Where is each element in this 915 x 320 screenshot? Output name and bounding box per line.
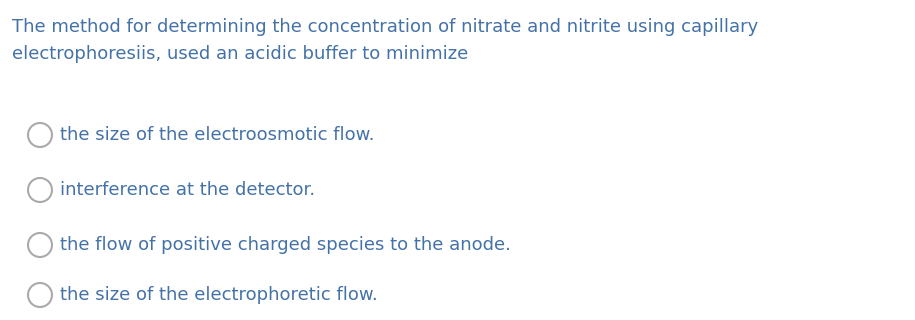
Text: the flow of positive charged species to the anode.: the flow of positive charged species to …	[60, 236, 511, 254]
Text: interference at the detector.: interference at the detector.	[60, 181, 315, 199]
Text: The method for determining the concentration of nitrate and nitrite using capill: The method for determining the concentra…	[12, 18, 759, 36]
Text: the size of the electroosmotic flow.: the size of the electroosmotic flow.	[60, 126, 374, 144]
Text: electrophoresiis, used an acidic buffer to minimize: electrophoresiis, used an acidic buffer …	[12, 45, 468, 63]
Text: the size of the electrophoretic flow.: the size of the electrophoretic flow.	[60, 286, 378, 304]
